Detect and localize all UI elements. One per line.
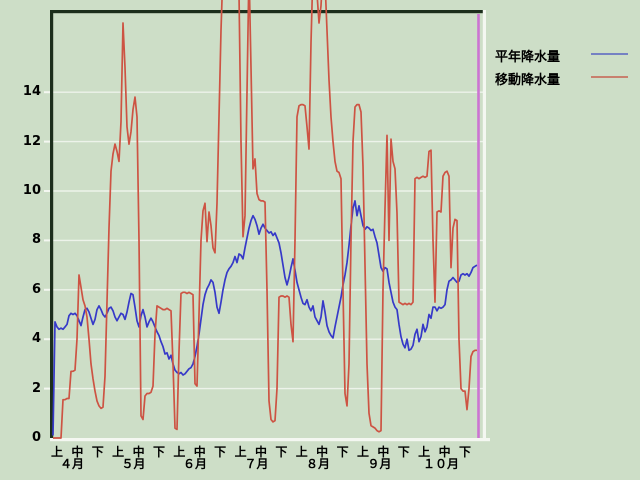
y-axis-label-8: 8 (31, 232, 41, 248)
series-line-moving (53, 0, 477, 439)
plot-border-top (50, 10, 486, 14)
x-period-label-１０月-下: 下 (458, 445, 471, 459)
x-period-label-５月-中: 中 (132, 445, 145, 459)
x-period-label-８月-上: 上 (295, 445, 308, 459)
plot-border-right (482, 10, 486, 441)
x-period-label-６月-下: 下 (214, 445, 227, 459)
x-period-label-９月-下: 下 (397, 445, 410, 459)
legend-label-moving-precipitation: 移動降水量 (495, 73, 561, 88)
x-month-label-４月: ４月 (59, 457, 84, 471)
legend-item-moving-precipitation: 移動降水量 (490, 67, 638, 90)
x-period-label-４月-下: 下 (91, 445, 104, 459)
plot-border-bottom (50, 438, 490, 442)
legend-label-normal-precipitation: 平年降水量 (495, 50, 561, 65)
legend-item-normal-precipitation: 平年降水量 (490, 44, 638, 67)
x-month-label-６月: ６月 (182, 457, 207, 471)
y-axis-label-6: 6 (31, 281, 41, 297)
x-month-label-９月: ９月 (367, 457, 392, 471)
x-period-label-１０月-上: 上 (418, 445, 431, 459)
x-period-label-４月-上: 上 (50, 445, 63, 459)
y-axis-label-10: 10 (22, 183, 41, 198)
x-month-label-７月: ７月 (244, 457, 269, 471)
x-month-label-５月: ５月 (121, 457, 146, 471)
legend-line-sample-red (591, 76, 628, 78)
y-axis-label-4: 4 (31, 331, 41, 347)
x-period-label-７月-下: 下 (275, 445, 288, 459)
x-month-label-８月: ８月 (305, 457, 330, 471)
x-period-label-８月-中: 中 (316, 445, 329, 459)
x-period-label-８月-下: 下 (336, 445, 349, 459)
x-period-label-６月-中: 中 (193, 445, 206, 459)
legend: 平年降水量 移動降水量 (490, 44, 638, 90)
plot-border-left (50, 10, 54, 438)
x-period-label-７月-上: 上 (234, 445, 247, 459)
x-month-label-１０月: １０月 (422, 457, 459, 471)
x-period-label-７月-中: 中 (254, 445, 267, 459)
legend-line-sample-blue (591, 53, 628, 55)
y-axis-label-2: 2 (31, 380, 41, 396)
x-period-label-１０月-中: 中 (438, 445, 451, 459)
y-axis-label-14: 14 (22, 84, 41, 100)
x-period-label-４月-中: 中 (71, 445, 84, 459)
x-period-label-５月-上: 上 (112, 445, 125, 459)
x-period-label-５月-下: 下 (152, 445, 165, 459)
y-axis-label-0: 0 (31, 430, 41, 445)
y-axis-label-12: 12 (22, 133, 41, 149)
x-period-label-９月-上: 上 (356, 445, 369, 459)
x-period-label-６月-上: 上 (173, 445, 186, 459)
x-period-label-９月-中: 中 (377, 445, 390, 459)
